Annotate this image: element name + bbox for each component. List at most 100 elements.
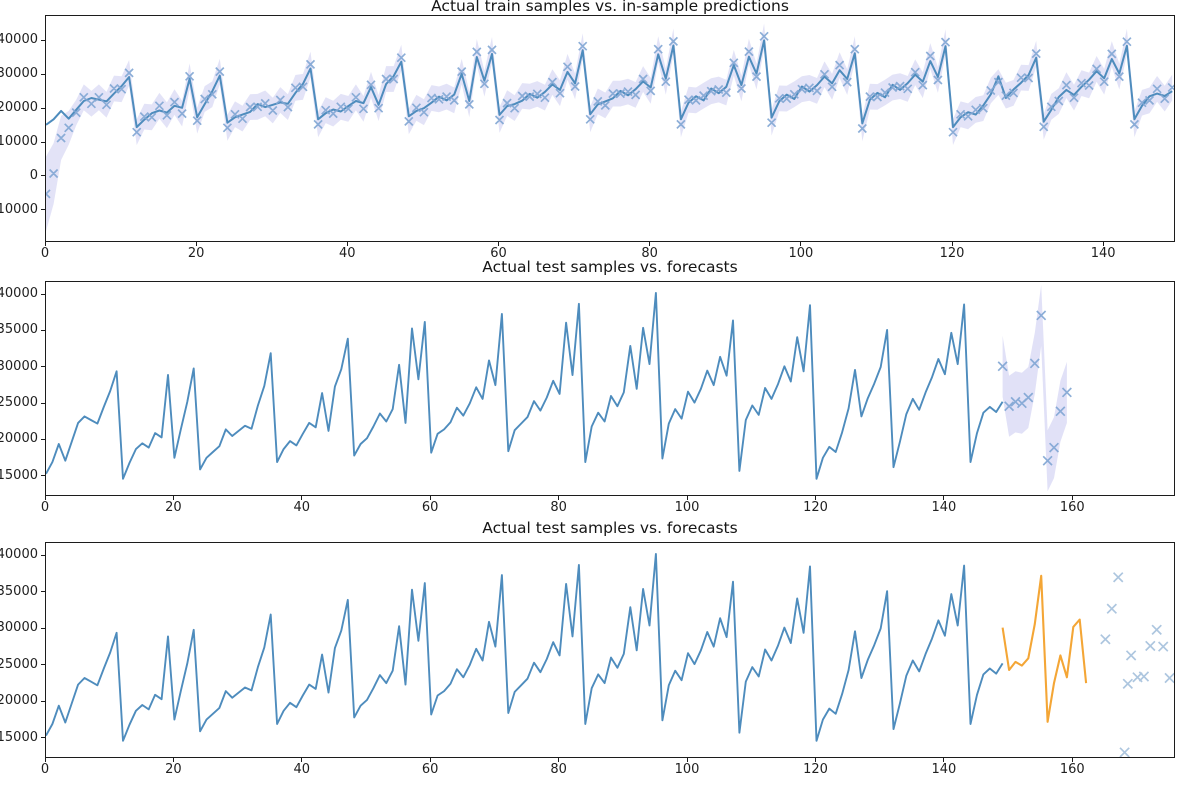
y-tick — [41, 73, 45, 75]
chart-canvas — [46, 23, 1174, 232]
y-tick — [41, 107, 45, 109]
y-tick — [41, 627, 45, 629]
y-tick — [41, 438, 45, 440]
x-tick-label: 0 — [40, 246, 50, 261]
chart-canvas — [46, 552, 1174, 757]
y-tick — [41, 293, 45, 295]
x-tick — [951, 242, 953, 246]
x-tick — [649, 242, 651, 246]
x-tick-label: 60 — [421, 500, 439, 515]
x-tick-label: 40 — [293, 500, 311, 515]
y-tick — [41, 175, 45, 177]
y-tick — [41, 700, 45, 702]
subplot-title: Actual test samples vs. forecasts — [482, 258, 738, 276]
y-tick — [41, 366, 45, 368]
x-tick — [301, 496, 303, 500]
x-tick — [558, 758, 560, 762]
y-tick — [41, 39, 45, 41]
x-tick-label: 140 — [931, 500, 957, 515]
y-tick-label: 25000 — [0, 395, 38, 410]
x-tick — [172, 758, 174, 762]
y-tick-label: 20000 — [0, 100, 38, 116]
x-tick — [558, 496, 560, 500]
y-tick-label: 30000 — [0, 620, 38, 636]
y-tick-label: 35000 — [0, 583, 38, 599]
x-tick — [44, 758, 46, 762]
x-tick-label: 100 — [788, 246, 814, 261]
y-tick-label: 35000 — [0, 322, 38, 338]
x-tick-label: 60 — [490, 246, 507, 261]
y-tick-label: 20000 — [0, 431, 38, 447]
y-tick-label: 10000 — [0, 134, 38, 150]
x-tick — [44, 496, 46, 500]
y-tick — [41, 141, 45, 143]
plot-area — [45, 15, 1175, 242]
x-tick — [1071, 496, 1073, 500]
y-tick-label: 20000 — [0, 693, 38, 709]
forecast-ci-band-series — [1002, 284, 1067, 492]
x-tick-label: 80 — [550, 762, 567, 777]
x-tick-label: 120 — [803, 762, 828, 777]
y-tick-label: 15000 — [0, 729, 38, 745]
y-tick-label: 15000 — [0, 467, 38, 483]
y-tick-label: −10000 — [0, 201, 38, 217]
x-tick-label: 0 — [40, 500, 50, 515]
insample-ci-band-series — [46, 23, 1173, 232]
x-tick — [44, 242, 46, 246]
y-tick — [41, 209, 45, 211]
x-tick-label: 40 — [339, 246, 356, 261]
x-tick-label: 120 — [939, 246, 965, 261]
y-tick-label: 25000 — [0, 656, 38, 672]
y-tick — [41, 329, 45, 331]
forecast-line-series — [1001, 574, 1088, 723]
x-tick-label: 80 — [641, 246, 658, 261]
x-tick-label: 140 — [931, 762, 957, 777]
forecast-markers-series — [997, 310, 1072, 466]
x-tick-label: 40 — [293, 762, 311, 777]
subplot-title: Actual test samples vs. forecasts — [482, 519, 738, 537]
x-tick-label: 60 — [421, 762, 439, 777]
y-tick — [41, 402, 45, 404]
x-tick-label: 100 — [674, 500, 700, 515]
x-tick-label: 100 — [674, 762, 700, 777]
y-tick-label: 30000 — [0, 358, 38, 374]
insample-predictions-series — [46, 31, 1174, 199]
actual-future-markers-series — [1100, 572, 1174, 757]
x-tick — [815, 758, 816, 762]
x-tick-label: 20 — [165, 500, 182, 515]
x-tick — [686, 496, 688, 500]
y-tick-label: 40000 — [0, 286, 38, 302]
y-tick — [41, 664, 45, 666]
plot-area — [45, 542, 1175, 758]
x-tick-label: 160 — [1059, 500, 1085, 515]
x-tick — [686, 758, 688, 762]
actual-test-series — [46, 291, 1004, 480]
x-tick-label: 20 — [165, 762, 182, 777]
y-tick-label: 40000 — [0, 547, 38, 563]
x-tick — [1071, 758, 1073, 762]
x-tick-label: 0 — [40, 762, 50, 777]
x-tick-label: 140 — [1090, 246, 1116, 261]
actual-train-series — [46, 39, 1173, 129]
x-tick-label: 120 — [803, 500, 828, 515]
x-tick — [498, 242, 499, 246]
x-tick — [429, 496, 431, 500]
x-tick — [301, 758, 303, 762]
x-tick — [429, 758, 431, 762]
x-tick-label: 80 — [550, 500, 567, 515]
y-tick-label: 40000 — [0, 32, 38, 48]
chart-canvas — [46, 284, 1072, 492]
y-tick-label: 30000 — [0, 66, 38, 82]
x-tick-label: 160 — [1059, 762, 1085, 777]
x-tick — [172, 496, 174, 500]
y-tick — [41, 554, 45, 556]
x-tick — [943, 496, 945, 500]
y-tick-label: 0 — [29, 167, 38, 183]
y-tick — [41, 475, 45, 477]
plot-area — [45, 281, 1175, 496]
y-tick — [41, 591, 45, 593]
x-tick-label: 20 — [187, 246, 205, 261]
